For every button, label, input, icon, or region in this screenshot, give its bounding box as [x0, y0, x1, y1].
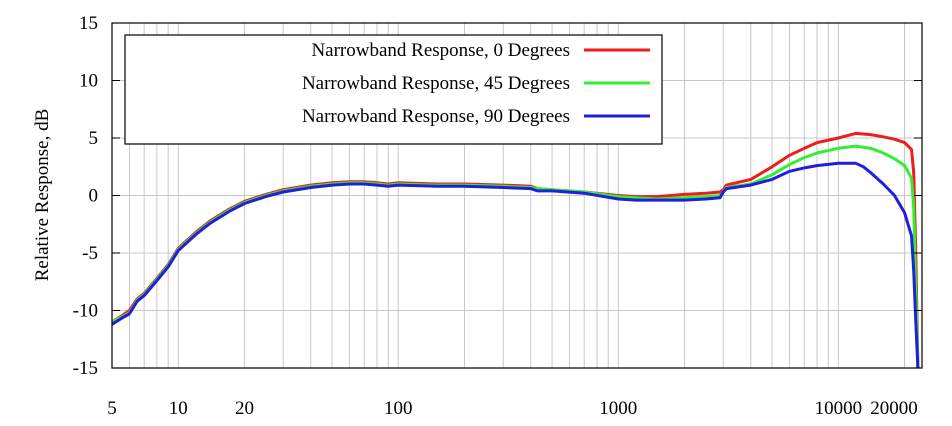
x-tick-label: 1000	[599, 398, 637, 419]
legend-box	[124, 34, 663, 145]
legend: Narrowband Response, 0 Degrees Narrowband…	[124, 34, 663, 145]
y-tick-label: 10	[79, 71, 98, 92]
series-line-2	[111, 144, 920, 369]
x-tick-label: 20	[235, 398, 254, 419]
y-tick-label: -15	[73, 358, 98, 379]
x-tick-label: 10000	[815, 398, 863, 419]
legend-label: Narrowband Response, 45 Degrees	[302, 73, 570, 94]
legend-items: Narrowband Response, 0 Degrees Narrowband…	[302, 40, 650, 127]
series-line-3	[111, 161, 920, 369]
x-tick-label: 5	[107, 398, 117, 419]
x-tick-label: 10	[169, 398, 188, 419]
y-tick-label: 0	[89, 186, 99, 207]
y-tick-labels: -15 -10 -5 0 5 10 15	[73, 13, 922, 379]
legend-label: Narrowband Response, 90 Degrees	[302, 106, 570, 127]
y-tick-label: -5	[82, 243, 98, 264]
x-tick-labels: 5 10 20 100 1000 10000 20000	[107, 398, 918, 419]
x-tick-label: 100	[384, 398, 413, 419]
series-lines	[111, 131, 920, 369]
legend-label: Narrowband Response, 0 Degrees	[311, 40, 570, 61]
y-tick-label: 5	[89, 128, 99, 149]
y-tick-label: -10	[73, 301, 98, 322]
y-tick-label: 15	[79, 13, 98, 34]
x-tick-label: 20000	[870, 398, 918, 419]
y-axis-title: Relative Response, dB	[32, 109, 53, 282]
